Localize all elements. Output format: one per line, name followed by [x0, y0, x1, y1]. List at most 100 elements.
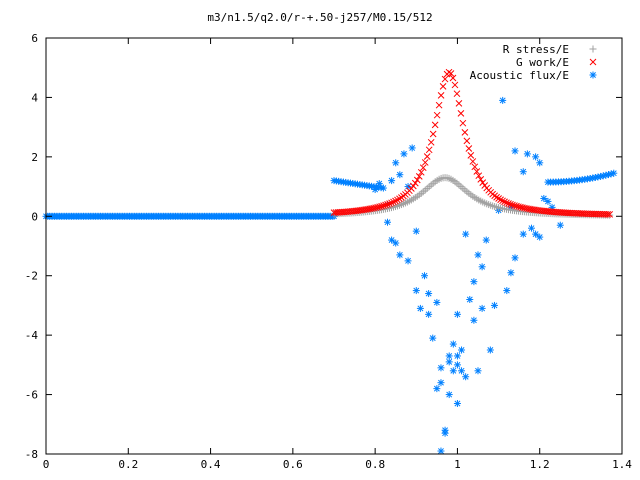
data-point: [497, 196, 504, 204]
data-point: [449, 367, 457, 375]
data-point: [475, 172, 483, 180]
data-point: [461, 129, 469, 136]
x-tick-label: 1: [454, 458, 461, 471]
data-point: [463, 137, 471, 145]
data-point: [441, 75, 449, 83]
data-point: [453, 90, 461, 98]
data-point: [425, 146, 433, 154]
data-point: [375, 180, 383, 188]
data-point: [366, 205, 374, 213]
data-point: [519, 204, 526, 211]
data-point: [425, 290, 433, 298]
data-point: [437, 447, 445, 455]
data-point: [392, 159, 400, 167]
data-point: [431, 121, 439, 129]
data-point: [503, 287, 511, 295]
data-point: [388, 236, 396, 244]
data-point: [378, 202, 385, 210]
data-point: [439, 83, 447, 90]
data-point: [396, 171, 404, 179]
data-point: [411, 179, 419, 187]
data-point: [437, 92, 445, 99]
data-point: [474, 251, 482, 259]
data-point: [495, 195, 502, 202]
data-point: [610, 169, 618, 177]
data-point: [384, 201, 391, 208]
data-point: [507, 200, 514, 208]
data-point: [372, 204, 379, 212]
data-point: [453, 399, 461, 407]
data-point: [371, 186, 379, 194]
data-point: [458, 367, 466, 375]
data-point: [467, 152, 475, 159]
y-tick-label: 0: [31, 210, 38, 223]
data-point: [441, 429, 449, 437]
x-tick-label: 1.4: [612, 458, 632, 471]
data-point: [388, 177, 396, 185]
data-point: [594, 173, 602, 181]
data-point: [425, 310, 433, 318]
data-point: [435, 101, 443, 109]
data-point: [466, 295, 474, 303]
data-point: [390, 198, 397, 206]
data-point: [469, 158, 477, 165]
data-point: [459, 119, 467, 127]
data-point: [511, 254, 519, 262]
data-point: [386, 200, 393, 207]
data-point: [479, 179, 487, 186]
data-point: [380, 202, 387, 210]
data-point: [404, 257, 412, 265]
data-point: [532, 230, 540, 238]
legend-marker: [589, 58, 597, 66]
data-point: [419, 164, 427, 172]
data-point: [556, 221, 564, 229]
data-point: [445, 358, 453, 366]
data-point: [544, 197, 552, 205]
data-point: [519, 230, 527, 238]
data-point: [499, 96, 507, 104]
data-point: [433, 298, 441, 306]
data-point: [536, 159, 544, 167]
legend-label: G work/E: [516, 56, 569, 69]
x-tick-label: 0.6: [283, 458, 303, 471]
data-point: [421, 159, 429, 166]
x-tick-label: 1.2: [530, 458, 550, 471]
data-point: [465, 145, 473, 152]
data-point: [513, 202, 520, 210]
data-point: [412, 227, 420, 235]
data-point: [532, 153, 540, 161]
data-point: [447, 70, 455, 77]
y-tick-label: -2: [25, 270, 38, 283]
data-point: [511, 147, 519, 155]
chart-title: m3/n1.5/q2.0/r-+.50-j257/M0.15/512: [207, 11, 432, 24]
data-point: [449, 74, 457, 82]
data-point: [388, 199, 395, 207]
data-point: [478, 263, 486, 271]
data-point: [445, 391, 453, 399]
data-point: [392, 239, 400, 247]
data-point: [519, 168, 527, 176]
x-tick-label: 0: [43, 458, 50, 471]
data-point: [382, 201, 389, 209]
data-point: [536, 233, 544, 241]
data-point: [507, 269, 515, 277]
data-point: [383, 218, 391, 226]
data-point: [451, 81, 459, 89]
data-point: [470, 316, 478, 324]
data-point: [394, 196, 401, 204]
series-2: [42, 96, 618, 455]
data-point: [453, 310, 461, 318]
y-tick-label: -8: [25, 448, 38, 461]
data-point: [486, 346, 494, 354]
legend-label: R stress/E: [503, 43, 569, 56]
data-point: [437, 379, 445, 387]
x-tick-label: 0.2: [118, 458, 138, 471]
data-point: [523, 150, 531, 158]
data-point: [415, 173, 423, 180]
plot-frame: [45, 37, 623, 455]
data-point: [505, 200, 512, 207]
data-point: [511, 202, 518, 209]
